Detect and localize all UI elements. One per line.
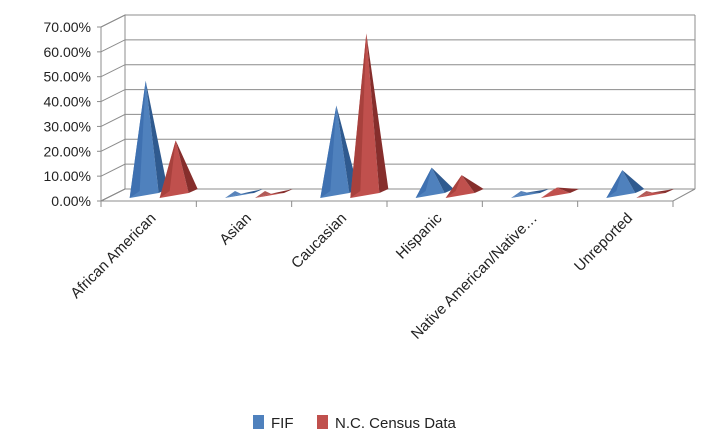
- x-axis: African American Asian Caucasian HispanicNa…: [67, 201, 674, 343]
- bar-fif: [606, 170, 645, 198]
- bar-fif: [225, 189, 263, 198]
- bar-left-face: [350, 33, 367, 198]
- x-tick-label: Hispanic: [393, 209, 446, 262]
- bar-side-face: [175, 140, 198, 193]
- bar-side-face: [461, 175, 484, 193]
- bar-side-face: [145, 80, 168, 193]
- bar-left-face: [511, 191, 527, 198]
- bar-left-face: [159, 140, 176, 198]
- bar-front-face: [225, 193, 254, 198]
- y-axis: 0.00% 10.00% 20.00% 30.00% 40.00% 50.00% 60.00…: [44, 19, 102, 209]
- gridline: [100, 89, 695, 103]
- bar-side-face: [431, 167, 454, 193]
- bar-fif: [129, 80, 168, 198]
- bar-side-face: [366, 33, 389, 193]
- y-tick-label: 0.00%: [51, 193, 91, 209]
- bar-census: [159, 140, 198, 198]
- y-tick-label: 70.00%: [44, 19, 91, 35]
- legend-swatch: [253, 415, 264, 429]
- bar-census: [445, 175, 484, 198]
- bar-left-face: [541, 187, 557, 198]
- side-wall: [100, 14, 126, 202]
- bar-left-face: [225, 191, 241, 198]
- bar-left-face: [320, 105, 337, 198]
- bar-side-face: [336, 105, 359, 193]
- x-tick-label: African American: [67, 210, 159, 302]
- legend-swatch: [317, 415, 328, 429]
- bar-fif: [320, 105, 359, 198]
- bar-front-face: [511, 192, 540, 198]
- bar-left-face: [445, 175, 462, 198]
- bar-left-face: [606, 170, 623, 198]
- gridline: [100, 138, 695, 152]
- bar-left-face: [129, 80, 146, 198]
- chart-marks: [129, 33, 675, 198]
- bar-front-face: [541, 187, 570, 198]
- y-tick-label: 50.00%: [44, 69, 91, 85]
- x-tick-label: Unreported: [571, 210, 636, 275]
- bar-side-face: [271, 189, 293, 194]
- gridline: [100, 188, 695, 202]
- legend-label: N.C. Census Data: [335, 415, 457, 432]
- bar-fif: [415, 167, 454, 198]
- y-tick-label: 20.00%: [44, 143, 91, 159]
- y-tick-label: 10.00%: [44, 168, 91, 184]
- bar-front-face: [636, 192, 666, 198]
- gridline: [100, 113, 695, 127]
- bar-side-face: [241, 189, 263, 194]
- bar-side-face: [527, 189, 549, 193]
- bar-side-face: [652, 189, 675, 193]
- bar-front-face: [255, 193, 284, 198]
- bar-left-face: [255, 191, 271, 198]
- gridline: [100, 39, 695, 53]
- bar-side-face: [622, 170, 645, 193]
- legend-label: FIF: [271, 415, 294, 432]
- x-tick-label: Asian: [216, 210, 255, 249]
- gridline: [100, 64, 695, 78]
- y-tick-label: 40.00%: [44, 94, 91, 110]
- bar-left-face: [636, 191, 653, 198]
- bar-census: [636, 189, 675, 198]
- bar-left-face: [415, 167, 432, 198]
- y-tick-label: 30.00%: [44, 118, 91, 134]
- y-tick-label: 60.00%: [44, 44, 91, 60]
- gridline: [100, 163, 695, 177]
- bar-census: [541, 187, 579, 198]
- bar-census: [255, 189, 293, 198]
- x-tick-label: Caucasian: [288, 210, 350, 272]
- gridline: [100, 14, 695, 28]
- bar-fif: [511, 189, 549, 198]
- legend: FIF N.C. Census Data: [253, 415, 457, 432]
- bar-census: [350, 33, 389, 198]
- bar-side-face: [557, 187, 579, 193]
